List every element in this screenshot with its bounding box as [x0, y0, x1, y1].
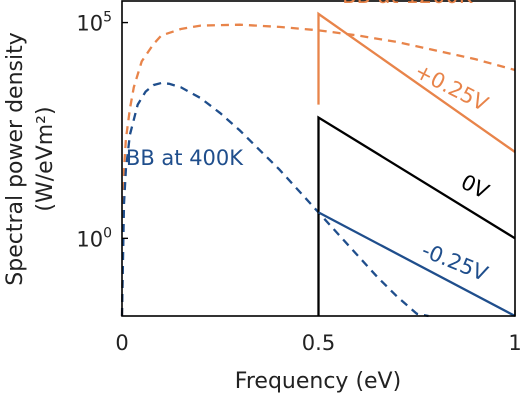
- series-line-0-25v: [317, 211, 516, 318]
- series-line-0v: [317, 115, 516, 316]
- series-line-bb-at-1200k: [120, 23, 516, 317]
- x-tick-label: 0: [115, 331, 128, 355]
- annotation-0v: 0V: [457, 170, 493, 204]
- y-axis-title-line1: Spectral power density: [3, 32, 28, 285]
- x-axis-title: Frequency (eV): [235, 369, 401, 394]
- plot-lines: [120, 11, 516, 318]
- series-line-bb-at-400k: [120, 81, 429, 318]
- axis-ticks: 0 0.5 1 100 105: [76, 10, 520, 355]
- annotation-0-25v: -0.25V: [418, 238, 491, 286]
- y-tick-label: 105: [76, 10, 112, 36]
- annotation-bb-at-400k: BB at 400K: [126, 146, 244, 170]
- x-tick-label: 1: [508, 331, 520, 355]
- annotation-bb-at-1200k: BB at 1200K: [342, 0, 474, 8]
- y-tick-label: 100: [76, 225, 112, 251]
- y-axis-title-line2: (W/eVm²): [33, 106, 58, 211]
- series-line-0-25v: [317, 11, 516, 153]
- x-tick-label: 0.5: [302, 331, 335, 355]
